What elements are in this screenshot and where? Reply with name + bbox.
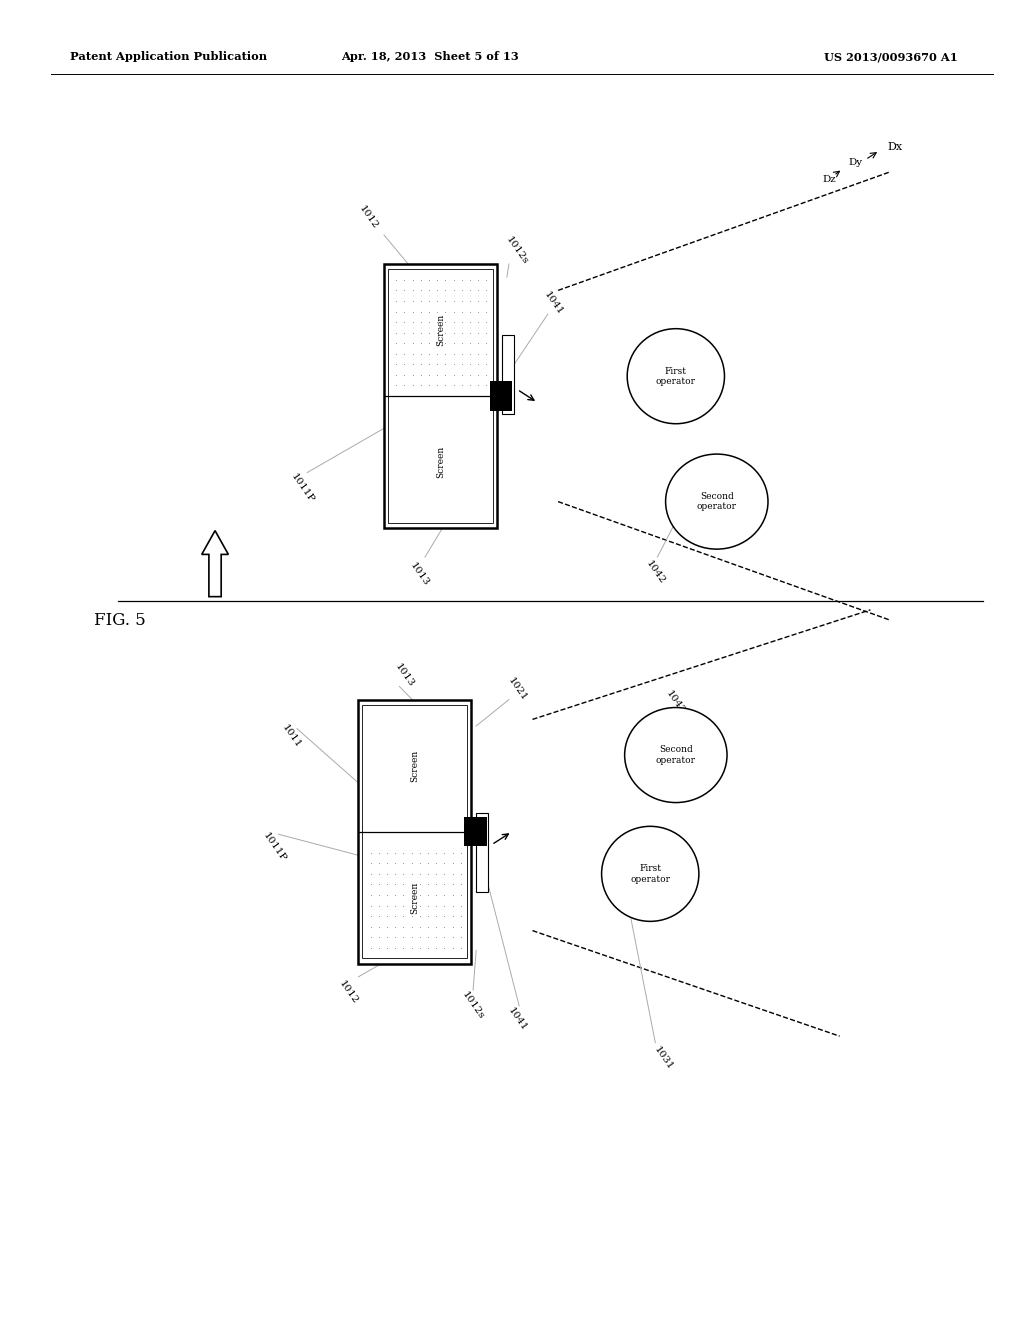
Text: Dx: Dx	[888, 141, 903, 152]
Bar	[358, 700, 471, 964]
Text: 1041: 1041	[542, 290, 564, 317]
Text: Screen: Screen	[436, 314, 444, 346]
Ellipse shape	[666, 454, 768, 549]
Text: Patent Application Publication: Patent Application Publication	[70, 51, 267, 62]
Text: 1042: 1042	[644, 560, 667, 586]
Text: First
operator: First operator	[655, 367, 696, 385]
Polygon shape	[202, 531, 228, 597]
Bar	[489, 381, 512, 411]
Text: 1013: 1013	[393, 663, 416, 689]
Text: 1013: 1013	[409, 561, 431, 587]
Text: First
operator: First operator	[630, 865, 671, 883]
Text: 1021: 1021	[506, 676, 528, 702]
Text: 1012s: 1012s	[504, 235, 530, 267]
Text: Apr. 18, 2013  Sheet 5 of 13: Apr. 18, 2013 Sheet 5 of 13	[341, 51, 519, 62]
Text: US 2013/0093670 A1: US 2013/0093670 A1	[824, 51, 957, 62]
Text: Dy: Dy	[849, 158, 863, 166]
Bar	[362, 705, 467, 958]
Ellipse shape	[602, 826, 698, 921]
Text: Screen: Screen	[411, 750, 419, 781]
Bar	[388, 269, 493, 523]
Ellipse shape	[625, 708, 727, 803]
Text: 1011: 1011	[281, 723, 303, 750]
Text: 1012: 1012	[337, 979, 359, 1006]
Text: 1041: 1041	[506, 1006, 528, 1032]
Text: Dz: Dz	[822, 176, 836, 183]
Bar	[502, 335, 514, 414]
Text: 1012s: 1012s	[460, 990, 486, 1022]
Text: 1011P: 1011P	[289, 473, 315, 504]
Text: Screen: Screen	[436, 446, 444, 478]
Bar	[464, 817, 486, 846]
Text: Second
operator: Second operator	[655, 746, 696, 764]
Text: 1042: 1042	[665, 689, 687, 715]
Text: 1012: 1012	[357, 205, 380, 231]
Text: 1011P: 1011P	[261, 832, 288, 863]
Text: Screen: Screen	[411, 882, 419, 913]
Bar	[384, 264, 497, 528]
Bar	[476, 813, 488, 892]
Text: 1031: 1031	[652, 1045, 675, 1072]
Ellipse shape	[627, 329, 725, 424]
Text: FIG. 5: FIG. 5	[94, 612, 146, 628]
Text: Second
operator: Second operator	[696, 492, 737, 511]
